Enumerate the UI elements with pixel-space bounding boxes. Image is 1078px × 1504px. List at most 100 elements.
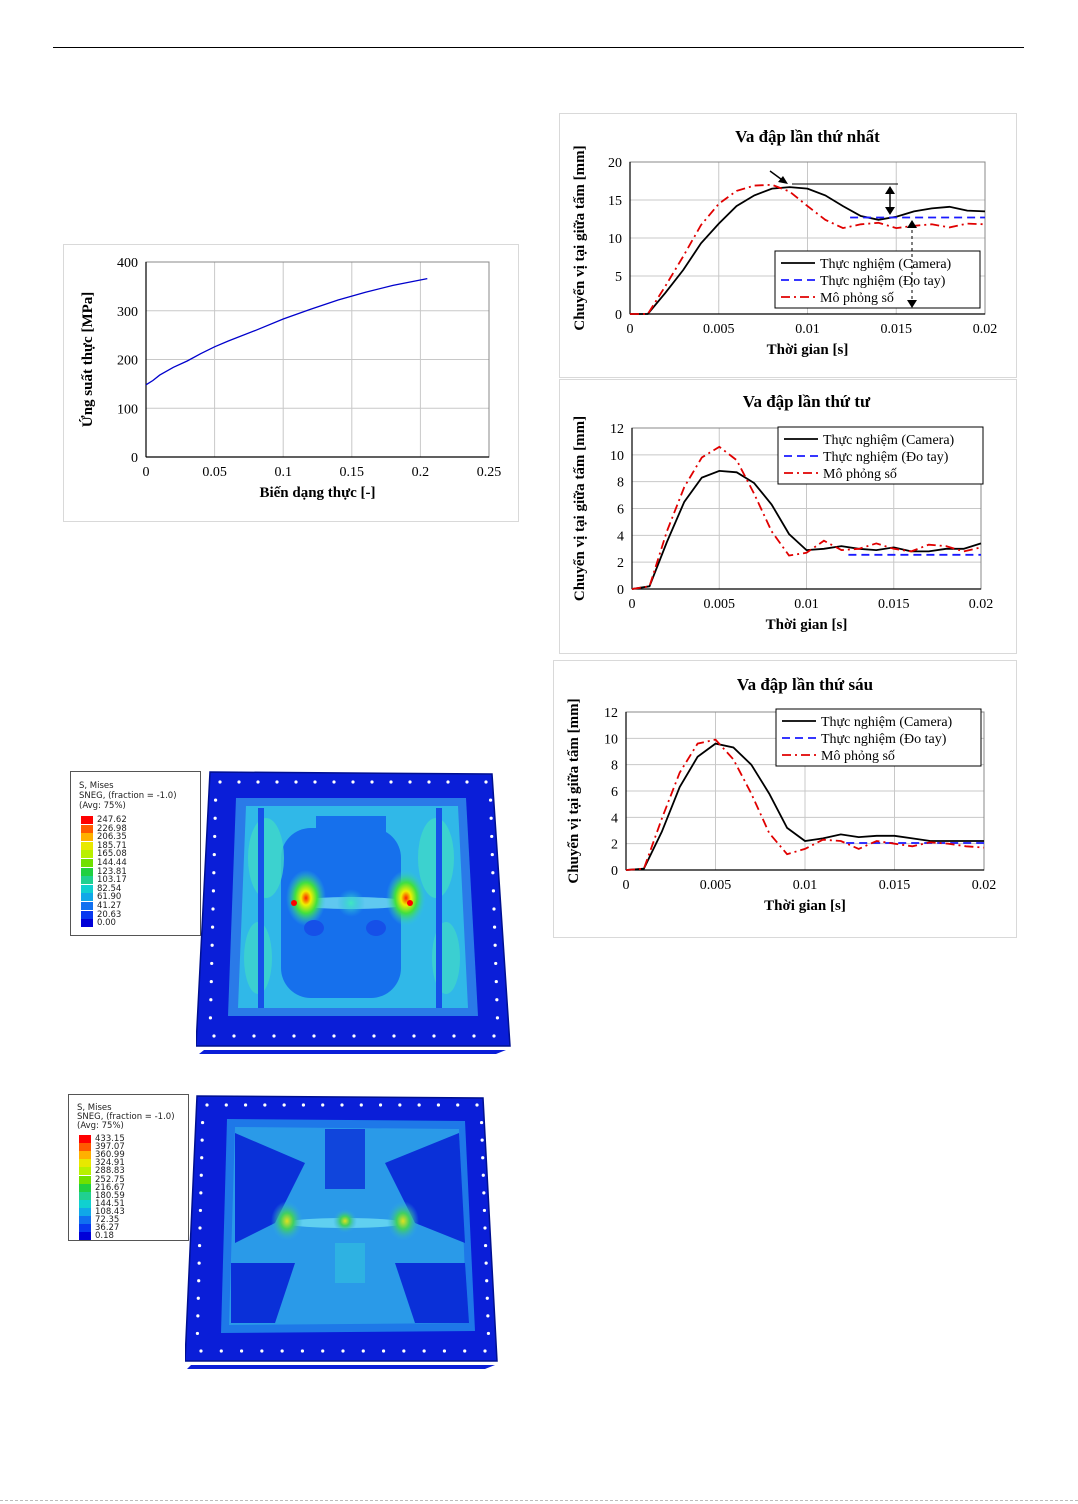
bolt-hole: [208, 1016, 213, 1020]
y-tick-label: 10: [608, 232, 622, 247]
series-line: [630, 183, 986, 315]
bolt-hole: [482, 1208, 487, 1213]
bolt-hole: [210, 943, 214, 947]
bolt-hole: [252, 1034, 256, 1038]
bolt-hole: [486, 1331, 491, 1336]
bolt-hole: [275, 780, 279, 784]
bolt-hole: [239, 1349, 244, 1353]
impact1-chart-panel: 0 0.005 0.01 0.015 0.02 0 5 10 15 20 Va đập lần th…: [559, 113, 1017, 378]
bolt-hole: [398, 1103, 402, 1107]
bolt-hole: [218, 780, 222, 784]
legend-level-label: 82.54: [97, 883, 122, 894]
legend-label: Thực nghiệm (Camera): [820, 257, 952, 272]
bolt-hole: [232, 1034, 236, 1038]
bolt-hole: [210, 925, 215, 929]
legend-color-swatch: [81, 893, 93, 902]
bolt-hole: [493, 943, 497, 947]
x-tick-label: 0.015: [878, 597, 910, 612]
bolt-hole: [491, 889, 496, 893]
bolt-hole: [482, 1191, 486, 1195]
bolt-hole: [199, 1191, 203, 1195]
bolt-hole: [210, 961, 214, 966]
annotation-arrowhead: [907, 220, 917, 228]
chart-title: Va đập lần thứ sáu: [737, 675, 873, 694]
y-tick-label: 15: [608, 194, 622, 209]
y-axis-label: Chuyển vị tại giữa tấm [mm]: [572, 416, 588, 601]
bolt-hole: [197, 1261, 201, 1265]
legend-level-label: 180.59: [95, 1190, 125, 1201]
y-tick-label: 400: [117, 256, 138, 271]
legend-color-swatch: [79, 1232, 91, 1241]
series-line: [625, 738, 985, 871]
bolt-hole: [301, 1103, 306, 1107]
bolt-hole: [312, 1034, 316, 1038]
x-tick-label: 0: [623, 878, 630, 893]
x-tick-label: 0.015: [881, 322, 913, 337]
bolt-hole: [446, 780, 450, 784]
bolt-hole: [272, 1034, 276, 1038]
x-tick-label: 0.02: [969, 597, 994, 612]
legend-label: Thực nghiệm (Camera): [821, 715, 953, 730]
legend-label: Mô phỏng số: [821, 749, 895, 764]
contour-legend-2: S, Mises SNEG, (fraction = -1.0) (Avg: 7…: [68, 1094, 189, 1241]
legend-color-swatch: [79, 1135, 91, 1143]
x-tick-label: 0.005: [703, 322, 735, 337]
x-tick-label: 0: [627, 322, 634, 337]
bolt-hole: [199, 1349, 203, 1353]
bolt-hole: [200, 1120, 205, 1125]
legend-level-label: 226.98: [97, 823, 127, 834]
impact4-chart-panel: 0 0.005 0.01 0.015 0.02 0 2 4 6 8 10 12 Va đập lần t…: [559, 379, 1017, 654]
legend-level-label: 206.35: [97, 832, 127, 843]
bolt-hole: [495, 998, 499, 1002]
y-tick-label: 4: [617, 529, 624, 544]
series-line: [625, 742, 984, 871]
bolt-hole: [361, 1349, 365, 1353]
bolt-hole: [392, 1034, 396, 1038]
legend-color-swatch: [81, 902, 93, 910]
legend-level-label: 288.83: [95, 1166, 125, 1177]
bolt-hole: [452, 1034, 456, 1038]
legend-color-swatch: [81, 816, 93, 824]
legend-level-label: 360.99: [95, 1150, 125, 1161]
legend-color-swatch: [81, 859, 93, 867]
x-tick-label: 0.005: [704, 597, 736, 612]
x-tick-label: 0.05: [202, 465, 227, 480]
legend-color-swatch: [79, 1143, 91, 1152]
y-tick-label: 300: [117, 305, 138, 320]
legend-level-label: 0.18: [95, 1231, 114, 1242]
legend-level-label: 324.91: [95, 1158, 125, 1169]
bolt-hole: [485, 1279, 489, 1283]
bolt-hole: [321, 1103, 325, 1107]
legend-color-swatch: [79, 1224, 91, 1233]
fea-contour-plate-2: [185, 1095, 498, 1369]
bolt-hole: [292, 1034, 296, 1038]
bolt-hole: [351, 780, 355, 784]
bolt-hole: [465, 780, 469, 784]
legend-color-swatch: [79, 1151, 91, 1160]
y-tick-label: 8: [611, 759, 618, 774]
y-tick-label: 12: [604, 706, 618, 721]
stress-strain-chart-panel: 0 0.05 0.1 0.15 0.2 0.25 0 100 200 300 400 Biến dạn…: [63, 244, 519, 522]
bolt-hole: [237, 780, 241, 784]
x-tick-label: 0: [629, 597, 636, 612]
x-tick-label: 0.01: [794, 597, 819, 612]
legend-color-swatch: [79, 1191, 91, 1200]
legend-level-label: 0.00: [97, 918, 116, 929]
legend-level-label: 41.27: [97, 901, 122, 911]
contour-legend-1: S, Mises SNEG, (fraction = -1.0) (Avg: 7…: [70, 771, 201, 936]
legend-color-swatch: [81, 824, 93, 833]
bolt-hole: [209, 979, 213, 984]
legend-color-swatch: [81, 910, 93, 919]
legend-level-label: 20.63: [97, 909, 122, 920]
chart-title: Va đập lần thứ nhất: [735, 127, 880, 146]
bolt-hole: [321, 1349, 325, 1353]
legend-color-swatch: [81, 884, 93, 893]
legend-label: Thực nghiệm (Đo tay): [823, 450, 949, 465]
legend-level-label: 36.27: [95, 1223, 120, 1234]
y-tick-label: 20: [608, 156, 622, 171]
bolt-hole: [198, 1226, 202, 1230]
bolt-hole: [198, 1208, 203, 1213]
bolt-hole: [197, 1243, 202, 1248]
y-tick-label: 6: [611, 785, 618, 800]
bolt-hole: [422, 1349, 426, 1353]
